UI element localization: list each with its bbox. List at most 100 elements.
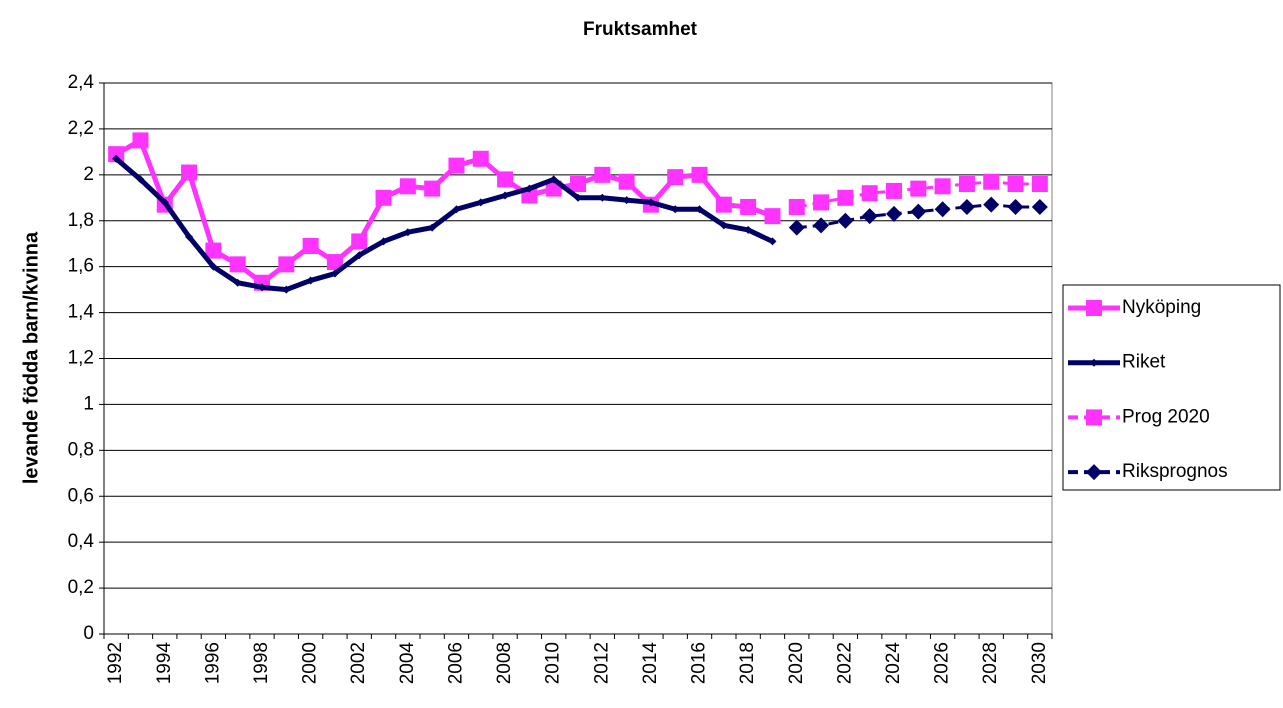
x-tick-label: 2030 — [1029, 642, 1050, 684]
point — [355, 251, 364, 260]
point — [185, 232, 194, 241]
point — [671, 205, 680, 214]
y-tick-label: 1,2 — [68, 348, 94, 369]
y-tick-label: 0,4 — [68, 531, 95, 552]
y-tick-label: 1,4 — [68, 302, 95, 323]
point — [1007, 198, 1024, 215]
y-tick-label: 2 — [83, 164, 94, 185]
point — [715, 196, 732, 213]
point — [934, 178, 951, 195]
point — [788, 198, 805, 215]
x-tick-label: 2020 — [786, 642, 807, 684]
y-tick-label: 0,8 — [68, 439, 94, 460]
point — [476, 198, 485, 207]
point — [403, 228, 412, 237]
point — [886, 182, 902, 199]
point — [160, 198, 169, 207]
point — [379, 237, 388, 246]
legend-box — [1062, 284, 1281, 491]
point — [306, 276, 315, 285]
legend-label: Prog 2020 — [1122, 406, 1210, 427]
point — [570, 176, 586, 193]
series-line — [114, 137, 774, 286]
point — [428, 223, 437, 232]
series-line — [114, 156, 774, 293]
point — [132, 132, 149, 149]
legend-marker — [1086, 409, 1102, 426]
point — [1031, 198, 1048, 215]
x-tick-label: 2008 — [494, 642, 515, 684]
x-tick-label: 2014 — [640, 642, 661, 685]
point — [886, 205, 902, 222]
y-tick-label: 0 — [83, 623, 94, 644]
point — [667, 169, 684, 186]
point — [181, 164, 198, 181]
point — [598, 193, 607, 202]
point — [375, 189, 392, 206]
point — [472, 150, 489, 167]
point — [740, 198, 757, 215]
x-tick-label: 2024 — [883, 642, 904, 685]
x-tick-label: 1994 — [154, 642, 175, 685]
point — [910, 203, 927, 220]
x-tick-label: 2002 — [348, 642, 369, 684]
point — [549, 175, 558, 184]
x-tick-label: 2016 — [689, 642, 710, 684]
x-tick-label: 2026 — [932, 642, 953, 684]
y-tick-label: 1 — [83, 393, 94, 414]
point — [448, 157, 465, 174]
point — [525, 184, 534, 193]
point — [326, 254, 343, 271]
point — [788, 219, 805, 236]
legend-marker — [1086, 300, 1102, 316]
point — [958, 176, 975, 193]
point — [764, 208, 781, 225]
point — [574, 193, 582, 202]
chart-title: Fruktsamhet — [583, 19, 698, 40]
y-axis-label: levande födda barn/kvinna — [20, 231, 42, 484]
point — [497, 171, 514, 188]
point — [934, 201, 951, 218]
point — [837, 189, 854, 206]
point — [719, 221, 728, 230]
point — [983, 196, 1000, 213]
point — [983, 173, 1000, 190]
x-tick-label: 2012 — [591, 642, 612, 684]
x-tick-label: 2022 — [834, 642, 855, 684]
point — [278, 256, 295, 273]
point — [501, 191, 510, 200]
x-tick-label: 1996 — [202, 642, 223, 684]
legend-label: Riksprognos — [1122, 461, 1228, 482]
legend-marker — [1086, 464, 1102, 481]
point — [768, 237, 777, 246]
point — [1031, 176, 1048, 193]
y-tick-label: 2,4 — [68, 72, 95, 93]
y-tick-label: 0,6 — [68, 485, 94, 506]
point — [351, 233, 368, 250]
point — [330, 269, 339, 278]
y-tick-label: 1,6 — [68, 256, 94, 277]
x-tick-label: 2000 — [300, 642, 321, 684]
point — [861, 208, 878, 225]
point — [229, 256, 246, 273]
x-tick-label: 2004 — [397, 642, 418, 685]
point — [205, 242, 222, 259]
x-tick-label: 2018 — [737, 642, 758, 684]
point — [618, 173, 635, 190]
point — [813, 217, 830, 234]
point — [233, 278, 242, 287]
point — [258, 283, 266, 292]
y-tick-label: 1,8 — [68, 210, 94, 231]
point — [136, 175, 145, 184]
x-tick-label: 2010 — [543, 642, 564, 684]
x-tick-label: 1992 — [105, 642, 126, 684]
x-tick-label: 2028 — [980, 642, 1001, 684]
point — [1007, 176, 1024, 193]
point — [861, 185, 878, 202]
point — [744, 225, 753, 234]
y-tick-label: 2,2 — [68, 118, 94, 139]
legend-label: Nyköping — [1122, 297, 1201, 318]
y-tick-label: 0,2 — [68, 577, 94, 598]
point — [837, 212, 854, 229]
